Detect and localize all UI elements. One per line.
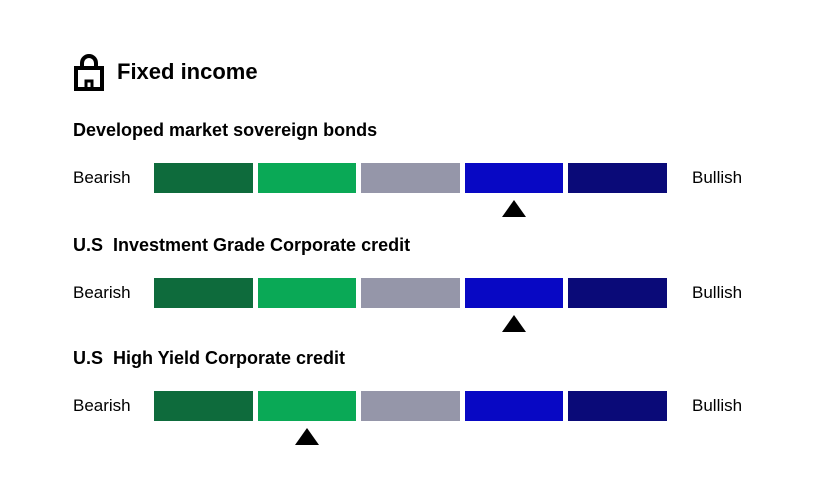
scale-row: Bearish Bullish: [73, 391, 747, 421]
marker-row: [154, 428, 667, 445]
scale-segment-3: [361, 278, 460, 308]
page-title: Fixed income: [117, 59, 258, 84]
marker-cell: [154, 428, 253, 445]
scale-row: Bearish Bullish: [73, 163, 747, 193]
gauge-developed-market-sovereign-bonds: Developed market sovereign bonds Bearish…: [73, 118, 747, 217]
marker-cell: [568, 315, 667, 332]
marker-cell: [465, 428, 564, 445]
lock-icon: [74, 54, 104, 91]
marker-cell: [361, 315, 460, 332]
sentiment-scale-bar: [154, 278, 667, 308]
bullish-label: Bullish: [692, 283, 743, 302]
scale-segment-5: [568, 391, 667, 421]
bullish-label: Bullish: [692, 396, 743, 415]
marker-cell: [568, 200, 667, 217]
marker-cell: [258, 200, 357, 217]
marker-cell: [154, 200, 253, 217]
scale-segment-2: [257, 278, 357, 308]
gauge-title: Developed market sovereign bonds: [73, 120, 378, 140]
bearish-label: Bearish: [73, 168, 131, 187]
scale-segment-3: [361, 391, 460, 421]
gauge-title: U.S Investment Grade Corporate credit: [73, 235, 411, 255]
section-header: Fixed income: [72, 52, 258, 92]
scale-segment-1: [154, 278, 253, 308]
marker-triangle-icon: [502, 200, 527, 217]
bearish-label: Bearish: [73, 396, 131, 415]
scale-segment-5: [568, 163, 667, 193]
scale-segment-5: [568, 278, 667, 308]
marker-cell: [361, 200, 460, 217]
scale-segment-4: [464, 163, 564, 193]
marker-cell: [568, 428, 667, 445]
marker-cell: [361, 428, 460, 445]
gauge-us-high-yield-corporate-credit: U.S High Yield Corporate credit Bearish …: [73, 346, 747, 445]
marker-cell: [258, 428, 357, 445]
scale-segment-3: [361, 163, 460, 193]
marker-cell: [258, 315, 357, 332]
scale-segment-2: [257, 391, 357, 421]
marker-triangle-icon: [294, 428, 319, 445]
bearish-label: Bearish: [73, 283, 131, 302]
scale-segment-1: [154, 163, 253, 193]
marker-triangle-icon: [502, 315, 527, 332]
marker-cell: [465, 200, 564, 217]
bullish-label: Bullish: [692, 168, 743, 187]
scale-row: Bearish Bullish: [73, 278, 747, 308]
sentiment-scale-bar: [154, 163, 667, 193]
sentiment-scale-bar: [154, 391, 667, 421]
scale-segment-4: [464, 391, 564, 421]
scale-segment-4: [464, 278, 564, 308]
gauge-us-investment-grade-corporate-credit: U.S Investment Grade Corporate credit Be…: [73, 233, 747, 332]
marker-cell: [465, 315, 564, 332]
scale-segment-1: [154, 391, 253, 421]
marker-row: [154, 200, 667, 217]
scale-segment-2: [257, 163, 357, 193]
marker-cell: [154, 315, 253, 332]
gauge-title: U.S High Yield Corporate credit: [73, 348, 346, 368]
marker-row: [154, 315, 667, 332]
